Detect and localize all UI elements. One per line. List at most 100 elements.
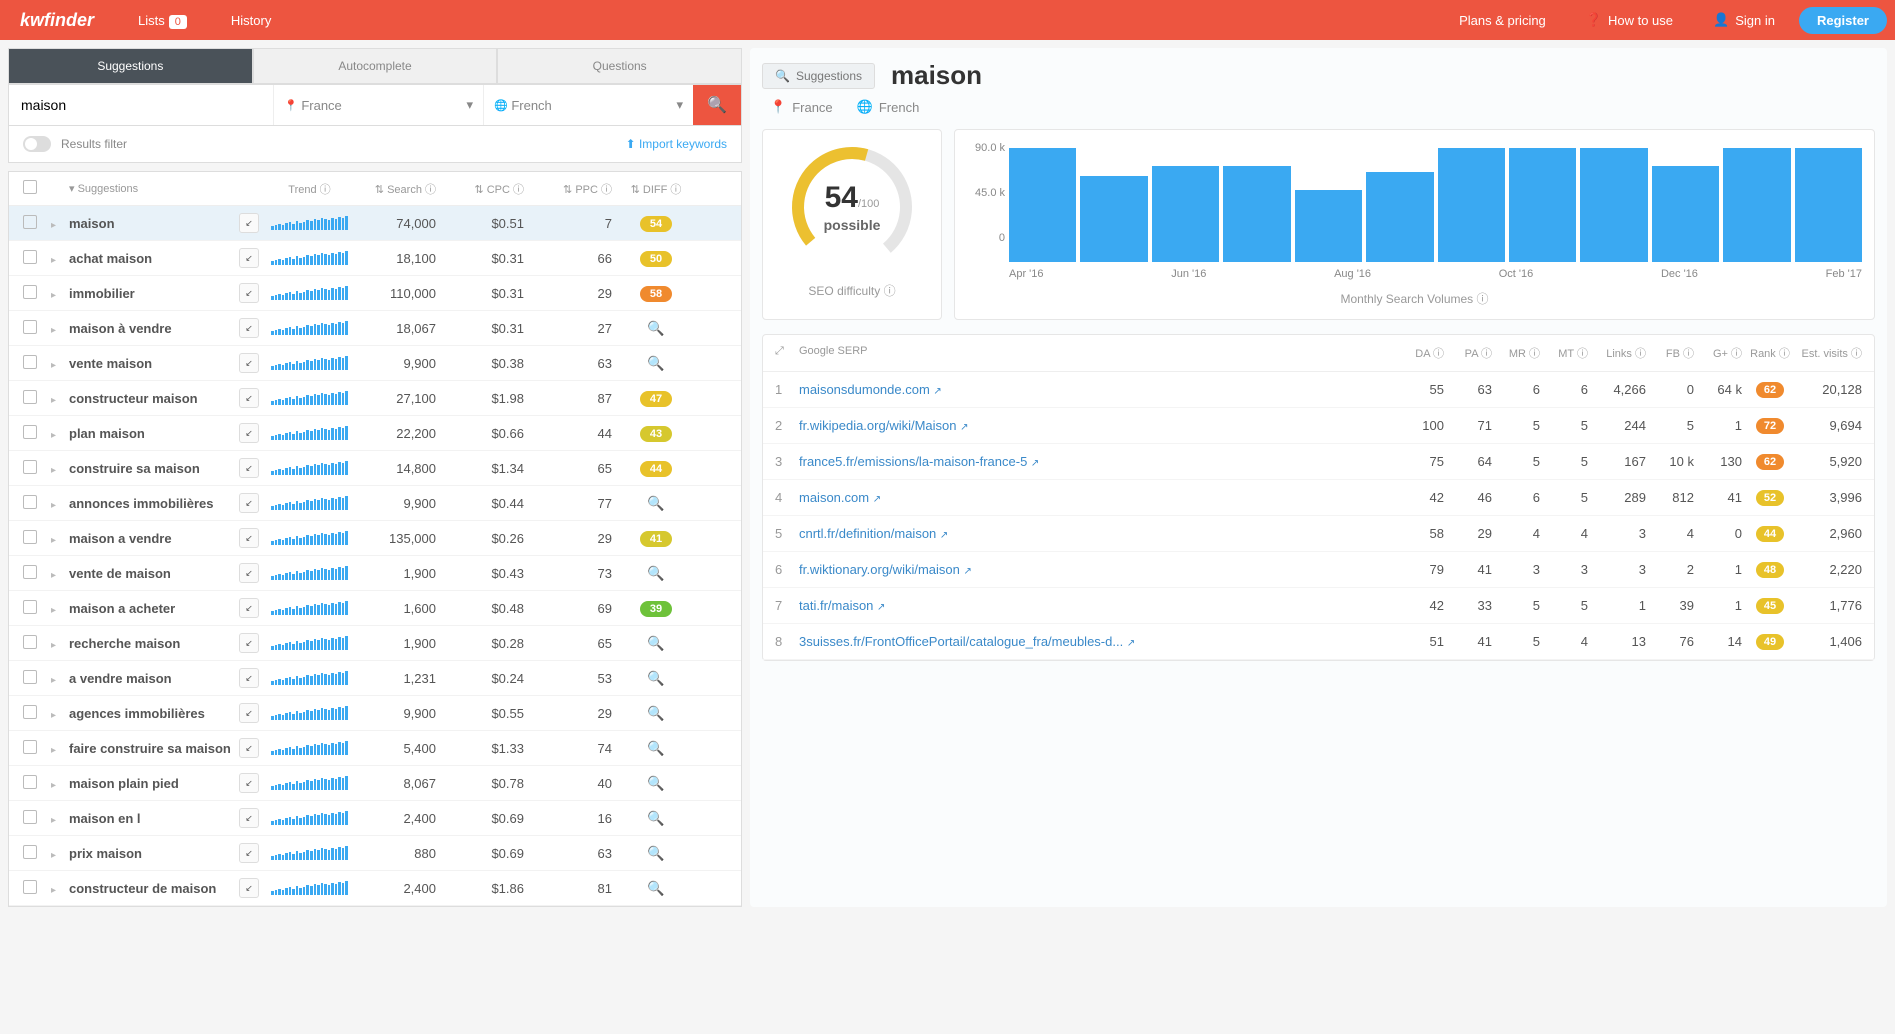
row-expand-button[interactable]: ↙ [239,878,259,898]
nav-howto[interactable]: ❓How to use [1570,4,1689,36]
row-checkbox[interactable] [23,740,37,754]
row-checkbox[interactable] [23,810,37,824]
row-checkbox[interactable] [23,635,37,649]
expand-icon[interactable]: ▸ [51,710,56,721]
expand-icon[interactable]: ▸ [51,290,56,301]
col-search[interactable]: ⇅ Search ⓘ [352,181,440,197]
keyword-row[interactable]: ▸ maison a acheter ↙ 1,600 $0.48 69 39 [9,591,741,626]
search-button[interactable]: 🔍 [693,85,741,125]
row-checkbox[interactable] [23,600,37,614]
expand-icon[interactable]: ▸ [51,360,56,371]
expand-icon[interactable]: ▸ [51,465,56,476]
keyword-row[interactable]: ▸ faire construire sa maison ↙ 5,400 $1.… [9,731,741,766]
row-expand-button[interactable]: ↙ [239,458,259,478]
row-expand-button[interactable]: ↙ [239,843,259,863]
serp-url[interactable]: cnrtl.fr/definition/maison ↗ [799,526,1396,541]
col-cpc[interactable]: ⇅ CPC ⓘ [440,181,528,197]
row-checkbox[interactable] [23,530,37,544]
row-checkbox[interactable] [23,390,37,404]
keyword-row[interactable]: ▸ achat maison ↙ 18,100 $0.31 66 50 [9,241,741,276]
expand-icon[interactable]: ▸ [51,255,56,266]
row-checkbox[interactable] [23,285,37,299]
row-expand-button[interactable]: ↙ [239,703,259,723]
row-expand-button[interactable]: ↙ [239,668,259,688]
row-checkbox[interactable] [23,845,37,859]
import-keywords-link[interactable]: ⬆ Import keywords [626,137,727,151]
row-expand-button[interactable]: ↙ [239,283,259,303]
col-trend[interactable]: Trend ⓘ [267,181,352,197]
row-checkbox[interactable] [23,355,37,369]
expand-icon[interactable]: ▸ [51,745,56,756]
select-all-checkbox[interactable] [23,180,37,194]
tab-autocomplete[interactable]: Autocomplete [253,48,498,84]
row-expand-button[interactable]: ↙ [239,808,259,828]
row-expand-button[interactable]: ↙ [239,563,259,583]
expand-icon[interactable]: ▸ [51,430,56,441]
row-expand-button[interactable]: ↙ [239,213,259,233]
nav-signin[interactable]: 👤Sign in [1697,4,1791,36]
row-expand-button[interactable]: ↙ [239,598,259,618]
expand-icon[interactable]: ▸ [51,535,56,546]
row-checkbox[interactable] [23,705,37,719]
expand-icon[interactable]: ▸ [51,605,56,616]
expand-icon[interactable]: ▸ [51,780,56,791]
row-expand-button[interactable]: ↙ [239,353,259,373]
keyword-row[interactable]: ▸ plan maison ↙ 22,200 $0.66 44 43 [9,416,741,451]
row-expand-button[interactable]: ↙ [239,493,259,513]
col-suggestions[interactable]: ▾ Suggestions [65,182,235,195]
keyword-row[interactable]: ▸ maison a vendre ↙ 135,000 $0.26 29 41 [9,521,741,556]
serp-url[interactable]: maison.com ↗ [799,490,1396,505]
expand-icon[interactable]: ▸ [51,640,56,651]
serp-url[interactable]: 3suisses.fr/FrontOfficePortail/catalogue… [799,634,1396,649]
serp-url[interactable]: fr.wikipedia.org/wiki/Maison ↗ [799,418,1396,433]
row-expand-button[interactable]: ↙ [239,388,259,408]
keyword-row[interactable]: ▸ constructeur maison ↙ 27,100 $1.98 87 … [9,381,741,416]
row-checkbox[interactable] [23,425,37,439]
keyword-row[interactable]: ▸ recherche maison ↙ 1,900 $0.28 65 🔍 [9,626,741,661]
expand-icon[interactable]: ⤢ [775,345,784,357]
expand-icon[interactable]: ▸ [51,850,56,861]
expand-icon[interactable]: ▸ [51,885,56,896]
row-checkbox[interactable] [23,565,37,579]
keyword-row[interactable]: ▸ prix maison ↙ 880 $0.69 63 🔍 [9,836,741,871]
language-select[interactable]: 🌐 French▾ [483,85,693,125]
expand-icon[interactable]: ▸ [51,395,56,406]
expand-icon[interactable]: ▸ [51,220,56,231]
register-button[interactable]: Register [1799,7,1887,34]
tab-suggestions[interactable]: Suggestions [8,48,253,84]
row-checkbox[interactable] [23,775,37,789]
nav-plans[interactable]: Plans & pricing [1443,5,1562,36]
keyword-row[interactable]: ▸ immobilier ↙ 110,000 $0.31 29 58 [9,276,741,311]
expand-icon[interactable]: ▸ [51,815,56,826]
keyword-row[interactable]: ▸ vente maison ↙ 9,900 $0.38 63 🔍 [9,346,741,381]
expand-icon[interactable]: ▸ [51,500,56,511]
keyword-row[interactable]: ▸ agences immobilières ↙ 9,900 $0.55 29 … [9,696,741,731]
row-expand-button[interactable]: ↙ [239,528,259,548]
row-expand-button[interactable]: ↙ [239,423,259,443]
location-select[interactable]: 📍 France▾ [273,85,483,125]
keyword-row[interactable]: ▸ maison à vendre ↙ 18,067 $0.31 27 🔍 [9,311,741,346]
row-checkbox[interactable] [23,250,37,264]
serp-url[interactable]: maisonsdumonde.com ↗ [799,382,1396,397]
row-expand-button[interactable]: ↙ [239,773,259,793]
keyword-input[interactable] [9,85,273,125]
row-checkbox[interactable] [23,320,37,334]
keyword-row[interactable]: ▸ vente de maison ↙ 1,900 $0.43 73 🔍 [9,556,741,591]
expand-icon[interactable]: ▸ [51,325,56,336]
col-diff[interactable]: ⇅ DIFF ⓘ [616,181,696,197]
row-checkbox[interactable] [23,495,37,509]
row-checkbox[interactable] [23,460,37,474]
keyword-row[interactable]: ▸ a vendre maison ↙ 1,231 $0.24 53 🔍 [9,661,741,696]
tab-questions[interactable]: Questions [497,48,742,84]
serp-url[interactable]: france5.fr/emissions/la-maison-france-5 … [799,454,1396,469]
nav-history[interactable]: History [211,5,291,36]
keyword-row[interactable]: ▸ maison ↙ 74,000 $0.51 7 54 [9,206,741,241]
row-checkbox[interactable] [23,670,37,684]
row-expand-button[interactable]: ↙ [239,738,259,758]
nav-lists[interactable]: Lists0 [118,5,207,36]
expand-icon[interactable]: ▸ [51,675,56,686]
row-expand-button[interactable]: ↙ [239,248,259,268]
results-filter-toggle[interactable] [23,136,51,152]
row-expand-button[interactable]: ↙ [239,318,259,338]
row-checkbox[interactable] [23,215,37,229]
